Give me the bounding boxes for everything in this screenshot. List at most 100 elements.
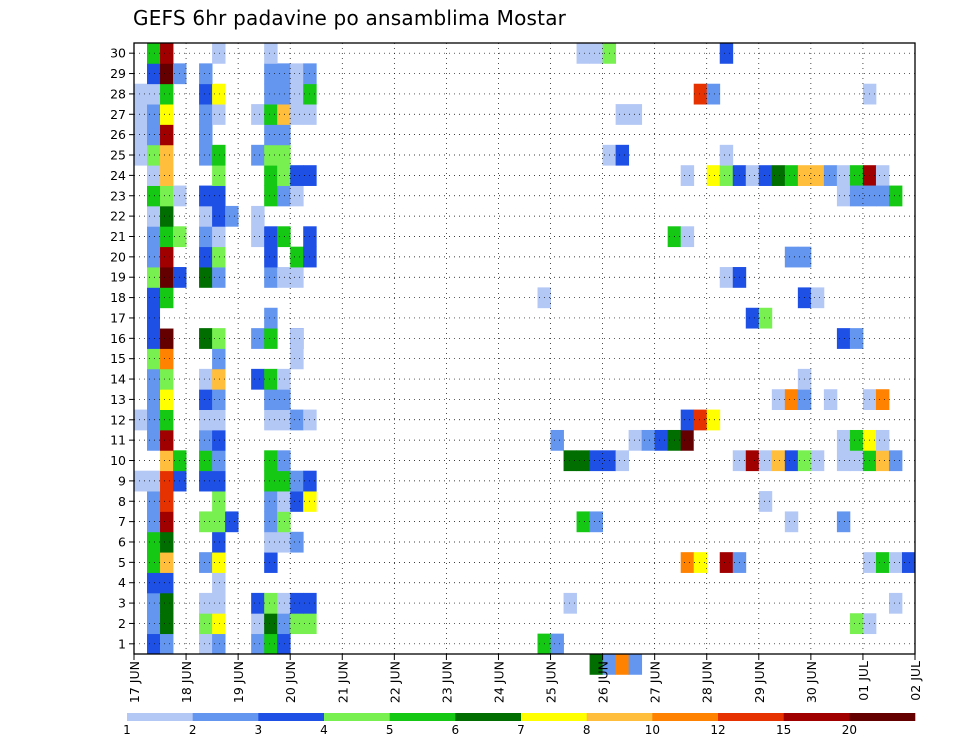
heatmap-cell bbox=[160, 43, 174, 64]
heatmap-cell bbox=[290, 104, 304, 125]
heatmap-cell bbox=[160, 205, 174, 227]
heatmap-cell bbox=[875, 450, 890, 472]
colorbar-label: 12 bbox=[710, 723, 725, 737]
heatmap-cell bbox=[784, 511, 799, 533]
colorbar-label: 5 bbox=[386, 723, 394, 737]
heatmap-cell bbox=[277, 613, 291, 635]
heatmap-cell bbox=[290, 185, 304, 207]
heatmap-cell bbox=[836, 185, 851, 207]
heatmap-cell bbox=[160, 63, 174, 85]
heatmap-cell bbox=[160, 144, 174, 166]
heatmap-cell bbox=[823, 165, 838, 186]
x-tick-label: 30 JUN bbox=[804, 661, 819, 703]
y-tick-label: 28 bbox=[110, 86, 126, 101]
heatmap-cell bbox=[147, 185, 161, 207]
heatmap-cell bbox=[745, 307, 760, 329]
heatmap-cell bbox=[160, 287, 174, 309]
heatmap-cell bbox=[589, 654, 603, 675]
heatmap-cell bbox=[277, 185, 291, 207]
heatmap-cell bbox=[212, 368, 226, 390]
heatmap-cell bbox=[589, 43, 603, 64]
heatmap-cell bbox=[160, 450, 174, 472]
heatmap-cell bbox=[251, 368, 265, 390]
heatmap-cell bbox=[212, 165, 226, 186]
y-tick-label: 18 bbox=[110, 290, 126, 305]
heatmap-cell bbox=[134, 409, 148, 431]
y-tick-label: 21 bbox=[110, 229, 126, 244]
heatmap-cell bbox=[147, 389, 161, 410]
heatmap-cell bbox=[628, 104, 643, 125]
colorbar-label: 6 bbox=[452, 723, 460, 737]
colorbar-swatch bbox=[324, 713, 390, 721]
heatmap-cell bbox=[771, 389, 786, 410]
heatmap-cell bbox=[160, 246, 174, 268]
heatmap-cell bbox=[251, 144, 265, 166]
heatmap-cell bbox=[225, 205, 239, 227]
heatmap-cell bbox=[888, 450, 903, 472]
heatmap-cell bbox=[160, 491, 174, 512]
colorbar-label: 2 bbox=[189, 723, 197, 737]
heatmap-cell bbox=[147, 491, 161, 512]
heatmap-cells bbox=[134, 43, 916, 675]
heatmap-cell bbox=[901, 552, 916, 573]
heatmap-cell bbox=[147, 368, 161, 390]
heatmap-cell bbox=[264, 307, 278, 329]
x-tick-label: 24 JUN bbox=[491, 661, 506, 703]
heatmap-cell bbox=[277, 165, 291, 186]
heatmap-cell bbox=[277, 83, 291, 105]
heatmap-cell bbox=[277, 592, 291, 614]
heatmap-cell bbox=[147, 287, 161, 309]
y-tick-label: 23 bbox=[110, 188, 126, 203]
heatmap-cell bbox=[212, 205, 226, 227]
heatmap-cell bbox=[706, 83, 721, 105]
heatmap-cell bbox=[147, 552, 161, 573]
heatmap-cell bbox=[849, 165, 864, 186]
heatmap-cell bbox=[212, 450, 226, 472]
heatmap-cell bbox=[264, 633, 278, 655]
heatmap-cell bbox=[680, 409, 695, 431]
heatmap-cell bbox=[290, 592, 304, 614]
heatmap-cell bbox=[719, 552, 734, 573]
heatmap-cell bbox=[212, 409, 226, 431]
heatmap-cell bbox=[693, 429, 708, 451]
heatmap-cell bbox=[277, 104, 291, 125]
heatmap-cell bbox=[212, 552, 226, 573]
heatmap-cell bbox=[875, 185, 890, 207]
heatmap-cell bbox=[160, 348, 174, 370]
x-tick-label: 18 JUN bbox=[179, 661, 194, 703]
y-tick-label: 17 bbox=[110, 310, 126, 325]
heatmap-cell bbox=[615, 104, 630, 125]
heatmap-cell bbox=[212, 389, 226, 410]
heatmap-cell bbox=[160, 185, 174, 207]
colorbar-swatch bbox=[192, 713, 259, 721]
heatmap-cell bbox=[160, 307, 174, 329]
heatmap-cell bbox=[251, 592, 265, 614]
heatmap-cell bbox=[147, 165, 161, 186]
y-tick-label: 24 bbox=[110, 168, 126, 183]
heatmap-cell bbox=[706, 165, 721, 186]
heatmap-cell bbox=[784, 246, 799, 268]
y-tick-label: 27 bbox=[110, 107, 126, 122]
colorbar-label: 8 bbox=[583, 723, 591, 737]
heatmap-cell bbox=[147, 429, 161, 451]
heatmap-cell bbox=[225, 511, 239, 533]
heatmap-cell bbox=[160, 409, 174, 431]
heatmap-cell bbox=[693, 83, 708, 105]
heatmap-cell bbox=[199, 470, 213, 492]
heatmap-cell bbox=[199, 104, 213, 125]
heatmap-cell bbox=[251, 226, 265, 248]
heatmap-cell bbox=[745, 165, 760, 186]
y-tick-label: 15 bbox=[110, 351, 126, 366]
heatmap-cell bbox=[147, 592, 161, 614]
heatmap-cell bbox=[277, 491, 291, 512]
colorbar-swatch bbox=[127, 713, 193, 721]
heatmap-cell bbox=[199, 205, 213, 227]
heatmap-cell bbox=[264, 226, 278, 248]
heatmap-cell bbox=[719, 43, 734, 64]
heatmap-cell bbox=[277, 511, 291, 533]
heatmap-cell bbox=[160, 83, 174, 105]
heatmap-cell bbox=[849, 185, 864, 207]
x-tick-label: 21 JUN bbox=[335, 661, 350, 703]
heatmap-cell bbox=[264, 491, 278, 512]
y-tick-label: 8 bbox=[118, 494, 126, 509]
